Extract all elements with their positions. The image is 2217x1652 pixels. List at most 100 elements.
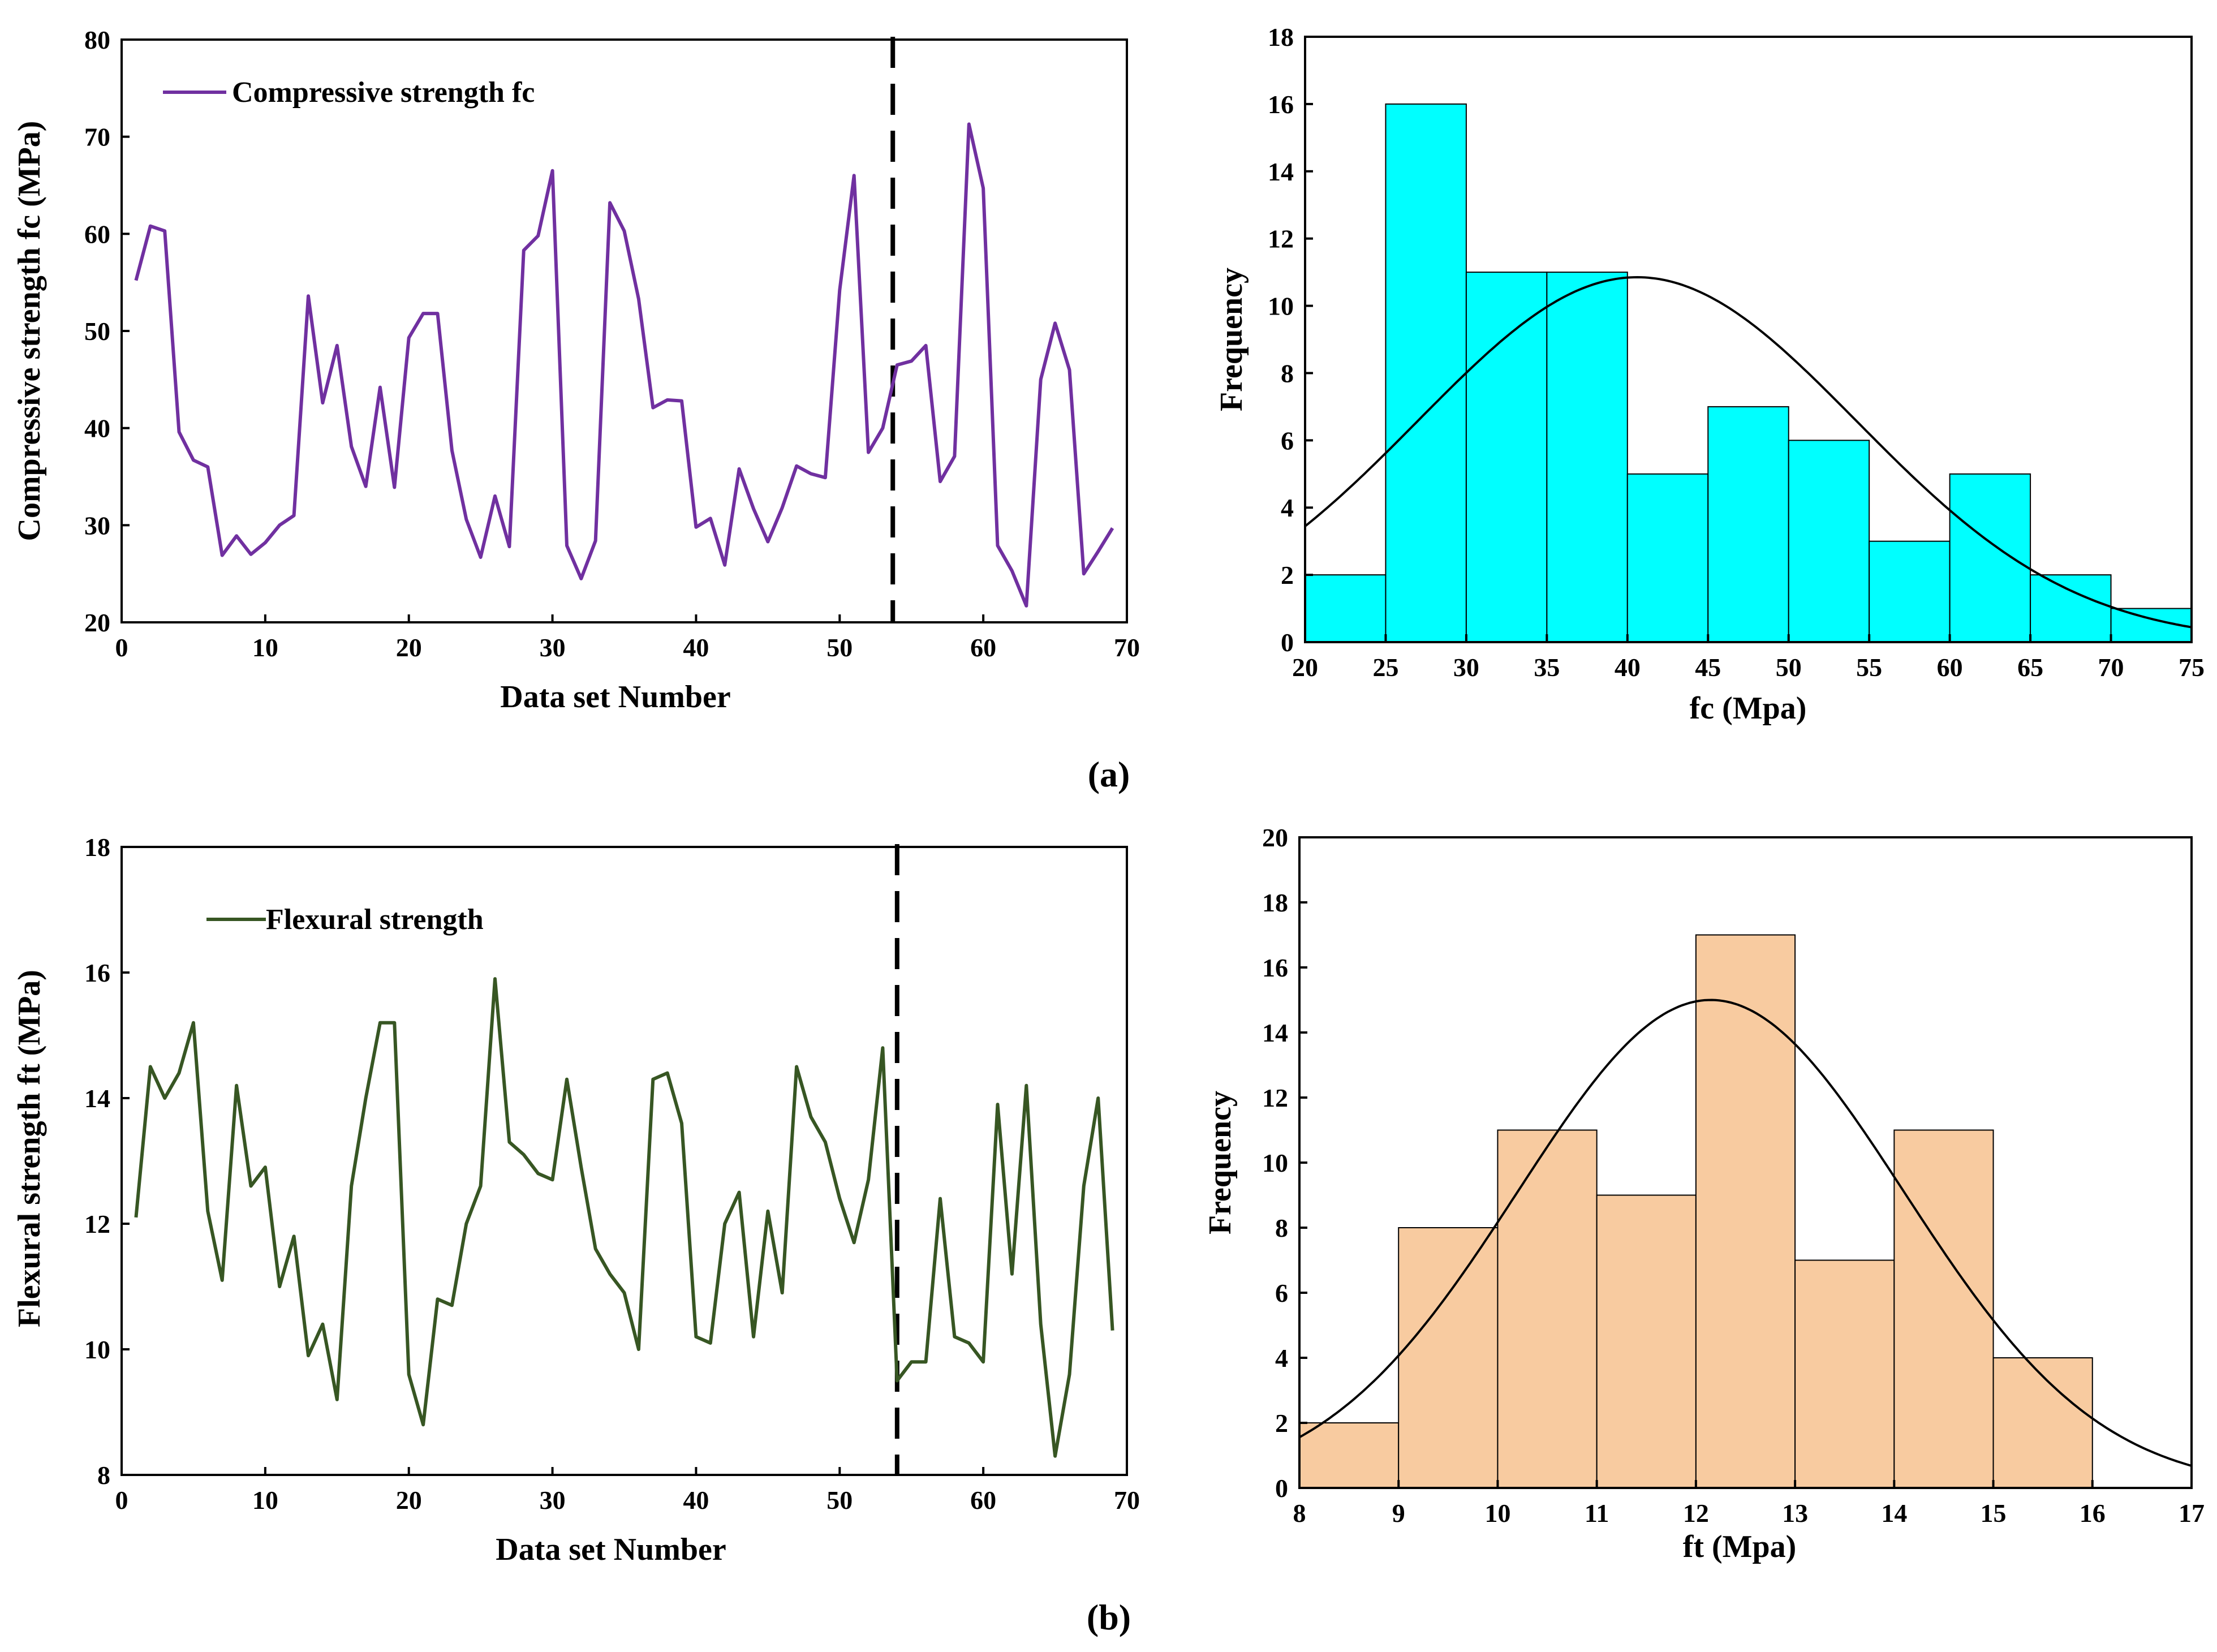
fc-hist-bar — [1626, 473, 1709, 643]
chart-ft-histogram: 8 9 10 11 12 13 14 15 16 17 0 2 4 6 8 10 12 14 16 18 20 ft (… — [1203, 823, 2205, 1564]
fc-hist-x-tick-label: 60 — [1937, 653, 1963, 682]
ft-hist-x-tick-label: 11 — [1585, 1499, 1609, 1528]
ft-hist-y-tick-label: 10 — [1262, 1148, 1288, 1177]
ft-hist-xlabel: ft (Mpa) — [1683, 1529, 1797, 1564]
fc-hist-x-tick-label: 30 — [1453, 653, 1479, 682]
fc-line-y-tick-label: 40 — [84, 414, 110, 443]
ft-line-x-tick-label: 30 — [540, 1486, 566, 1515]
fc-hist-y-tick-label: 18 — [1268, 23, 1294, 51]
fc-line-x-tick-label: 50 — [826, 633, 853, 662]
ft-line-x-tick-label: 20 — [396, 1486, 422, 1515]
ft-hist-x-tick-label: 14 — [1881, 1499, 1907, 1528]
fc-hist-plot-frame — [1304, 36, 2193, 643]
ft-hist-y-tick-label: 4 — [1275, 1344, 1288, 1373]
fc-hist-x-tick-label: 50 — [1776, 653, 1802, 682]
fc-line-ylabel: Compressive strength fc (MPa) — [12, 121, 47, 541]
fc-line-y-tick-label: 70 — [84, 123, 110, 152]
fc-line-y-tick-label: 30 — [84, 511, 110, 540]
ft-hist-ylabel: Frequency — [1203, 1091, 1238, 1234]
fc-hist-bar — [1546, 272, 1628, 643]
ft-line-x-tick-label: 10 — [252, 1486, 278, 1515]
ft-hist-y-tick-label: 18 — [1262, 888, 1288, 917]
ft-hist-bar — [1893, 1129, 1994, 1488]
ft-hist-y-tick-label: 8 — [1275, 1214, 1288, 1242]
fc-hist-ticks: 20 25 30 35 40 45 50 55 60 65 70 75 0 2 4 6 8 10 12 14 16 18 — [1268, 23, 2205, 682]
ft-line-y-tick-label: 12 — [84, 1210, 110, 1238]
ft-histogram-bars — [1299, 934, 2093, 1488]
ft-line-y-tick-label: 8 — [97, 1461, 110, 1490]
ft-line-plot-frame — [120, 846, 1128, 1476]
fc-line-x-tick-label: 70 — [1114, 633, 1140, 662]
ft-hist-x-tick-label: 8 — [1293, 1499, 1306, 1528]
fc-line-legend: Compressive strength fc — [163, 76, 535, 109]
fc-hist-bar — [1869, 540, 1951, 643]
fc-line-x-tick-label: 10 — [252, 633, 278, 662]
ft-line-ticks: 0 10 20 30 40 50 60 70 8 10 12 14 16 18 — [84, 833, 1140, 1515]
ft-hist-y-tick-label: 6 — [1275, 1279, 1288, 1307]
fc-line-x-tick-label: 0 — [115, 633, 128, 662]
ft-line-x-tick-label: 60 — [970, 1486, 996, 1515]
ft-hist-x-tick-label: 9 — [1392, 1499, 1405, 1528]
fc-hist-x-tick-label: 40 — [1615, 653, 1641, 682]
fc-hist-bar — [1305, 574, 1387, 643]
fc-hist-x-tick-label: 55 — [1856, 653, 1882, 682]
fc-hist-y-tick-label: 12 — [1268, 225, 1294, 253]
ft-hist-x-tick-label: 15 — [1981, 1499, 2007, 1528]
panel-label-a: (a) — [1088, 754, 1130, 794]
ft-line-series — [134, 977, 1114, 1458]
ft-hist-y-tick-label: 2 — [1275, 1409, 1288, 1438]
fc-hist-x-tick-label: 20 — [1292, 653, 1318, 682]
ft-line-x-tick-label: 70 — [1114, 1486, 1140, 1515]
ft-hist-x-tick-label: 13 — [1782, 1499, 1808, 1528]
fc-hist-x-tick-label: 45 — [1695, 653, 1721, 682]
fc-normal-fit-curve — [1304, 276, 2192, 629]
ft-line-legend: Flexural strength — [206, 904, 484, 936]
ft-hist-bar — [1695, 934, 1796, 1488]
ft-hist-bar — [1596, 1194, 1697, 1488]
ft-hist-bar — [1398, 1227, 1499, 1488]
ft-hist-x-tick-label: 12 — [1683, 1499, 1709, 1528]
fc-hist-bar — [1949, 473, 2031, 643]
fc-hist-y-tick-label: 10 — [1268, 292, 1294, 321]
ft-normal-fit-curve — [1299, 999, 2192, 1467]
ft-line-y-tick-label: 18 — [84, 833, 110, 862]
fc-hist-x-tick-label: 25 — [1372, 653, 1398, 682]
fc-hist-bar — [1707, 406, 1789, 643]
ft-hist-x-tick-label: 16 — [2080, 1499, 2106, 1528]
fc-line-x-tick-label: 30 — [540, 633, 566, 662]
ft-line-x-tick-label: 50 — [826, 1486, 853, 1515]
fc-hist-y-tick-label: 0 — [1281, 628, 1294, 657]
fc-line-x-tick-label: 20 — [396, 633, 422, 662]
fc-hist-y-tick-label: 6 — [1281, 426, 1294, 455]
ft-hist-y-tick-label: 20 — [1262, 823, 1288, 852]
fc-hist-x-tick-label: 35 — [1534, 653, 1560, 682]
ft-hist-bar — [1794, 1259, 1895, 1488]
fc-hist-x-tick-label: 75 — [2179, 653, 2205, 682]
ft-line-y-tick-label: 14 — [84, 1084, 110, 1113]
chart-ft-line: 0 10 20 30 40 50 60 70 8 10 12 14 16 18 Flexural stre… — [12, 833, 1140, 1567]
ft-hist-y-tick-label: 14 — [1262, 1018, 1288, 1047]
ft-hist-y-tick-label: 0 — [1275, 1474, 1288, 1503]
fc-hist-y-tick-label: 2 — [1281, 561, 1294, 590]
fc-hist-ylabel: Frequency — [1214, 268, 1249, 411]
ft-hist-ticks: 8 9 10 11 12 13 14 15 16 17 0 2 4 6 8 10 12 14 16 18 20 — [1262, 823, 2205, 1528]
fc-hist-x-tick-label: 70 — [2098, 653, 2124, 682]
fc-hist-y-tick-label: 8 — [1281, 359, 1294, 388]
fc-histogram-bars — [1305, 103, 2192, 643]
fc-legend-label: Compressive strength fc — [232, 76, 535, 109]
fc-hist-xlabel: fc (Mpa) — [1690, 691, 1807, 726]
ft-hist-bar — [1992, 1357, 2093, 1488]
ft-line-xlabel: Data set Number — [496, 1532, 726, 1567]
fc-hist-bar — [1788, 440, 1870, 643]
ft-hist-y-tick-label: 12 — [1262, 1083, 1288, 1112]
ft-hist-x-tick-label: 17 — [2179, 1499, 2205, 1528]
ft-hist-bar — [1497, 1129, 1598, 1488]
fc-line-y-tick-label: 50 — [84, 317, 110, 346]
ft-legend-label: Flexural strength — [266, 904, 484, 936]
fc-line-y-tick-label: 20 — [84, 608, 110, 637]
ft-line-x-tick-label: 40 — [683, 1486, 709, 1515]
fc-line-ticks: 0 10 20 30 40 50 60 70 20 30 40 50 60 70 80 — [84, 25, 1140, 662]
fc-hist-y-tick-label: 14 — [1268, 157, 1294, 186]
fc-hist-x-tick-label: 65 — [2017, 653, 2043, 682]
